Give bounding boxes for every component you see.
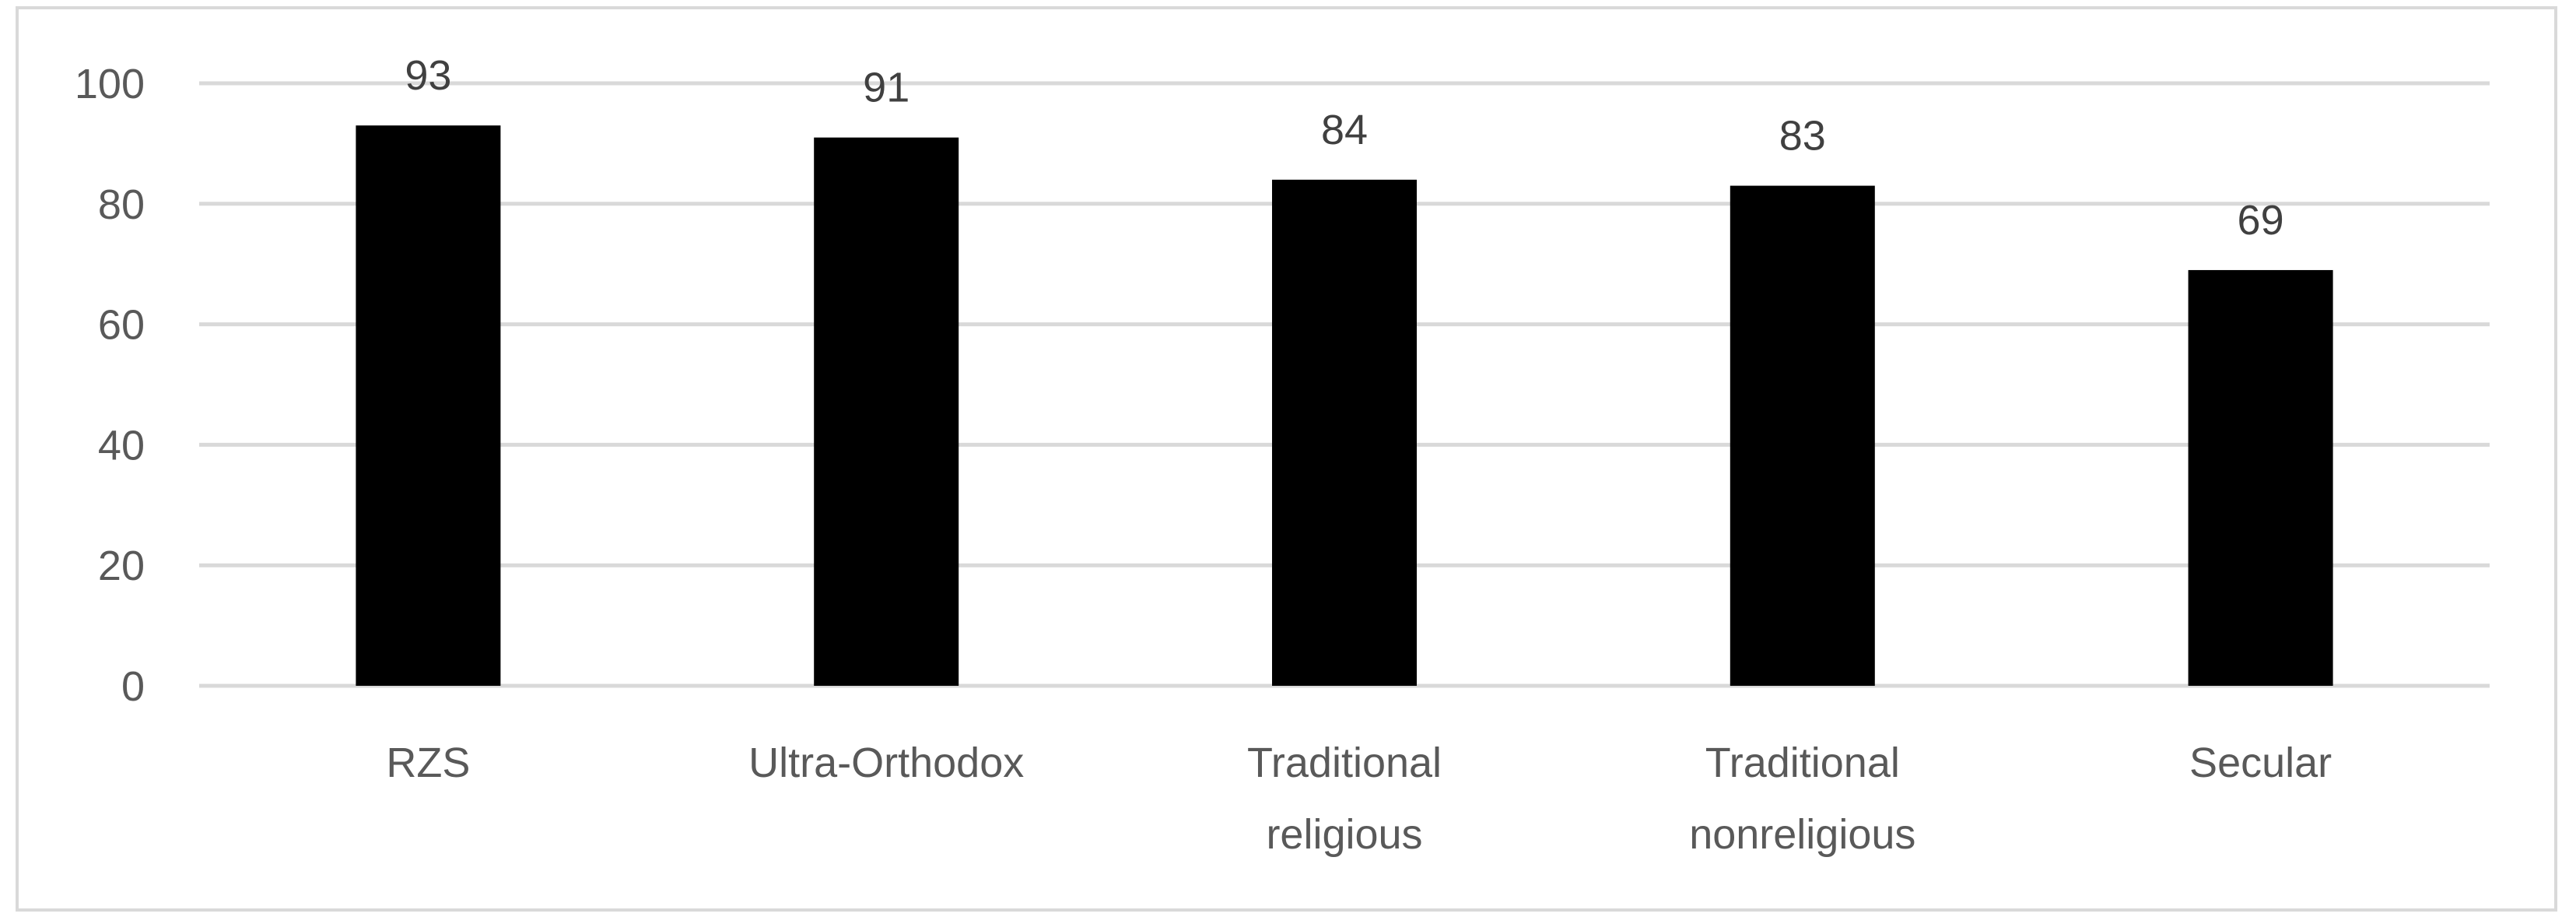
bars	[356, 125, 2333, 687]
x-category-label: Ultra-Orthodox	[748, 740, 1024, 786]
bar	[1730, 185, 1875, 686]
y-tick-label: 80	[98, 181, 145, 228]
data-label: 69	[2238, 197, 2284, 244]
data-label: 91	[863, 65, 909, 111]
data-labels: 93 91 84 83 69	[405, 52, 2283, 244]
data-label: 83	[1779, 113, 1826, 160]
y-tick-label: 40	[98, 422, 145, 469]
y-tick-label: 0	[121, 663, 145, 710]
x-axis-labels: RZS Ultra-Orthodox Traditional religious Tra…	[386, 740, 2332, 858]
bar	[1272, 179, 1417, 687]
x-category-label: Traditional	[1705, 740, 1900, 786]
y-tick-label: 60	[98, 302, 145, 349]
bar	[2188, 269, 2333, 686]
y-tick-label: 20	[98, 543, 145, 589]
data-label: 93	[405, 52, 451, 99]
x-category-label: RZS	[386, 740, 470, 786]
bar	[814, 137, 959, 686]
x-category-label: nonreligious	[1689, 811, 1915, 858]
x-category-label: Secular	[2189, 740, 2332, 786]
data-label: 84	[1321, 107, 1368, 153]
x-category-label: religious	[1266, 811, 1422, 858]
y-tick-label: 100	[75, 61, 145, 107]
y-axis-ticks: 0 20 40 60 80 100	[75, 61, 145, 710]
bar	[356, 125, 501, 686]
x-category-label: Traditional	[1247, 740, 1442, 786]
